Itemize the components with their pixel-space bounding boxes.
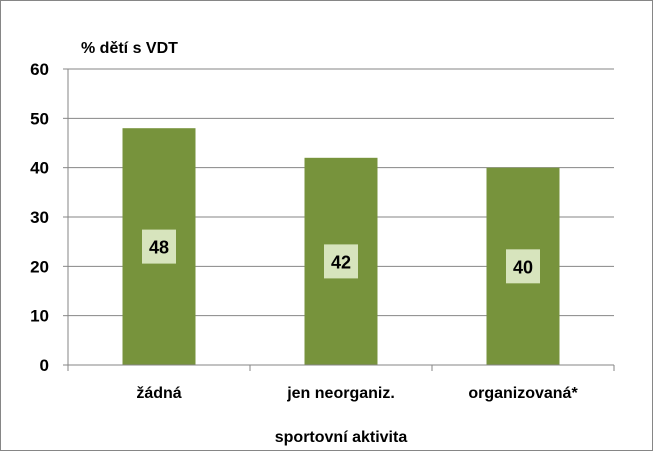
x-axis-label: sportovní aktivita <box>275 429 408 446</box>
y-tick-label: 50 <box>30 109 49 128</box>
axes <box>63 68 615 371</box>
bars: 48 42 40 <box>122 128 560 365</box>
y-tick-label: 40 <box>30 159 49 178</box>
y-tick-label: 60 <box>30 60 49 79</box>
x-tick-label: žádná <box>136 385 181 402</box>
x-tick-label: organizovaná* <box>468 385 578 402</box>
data-label: 40 <box>513 257 533 277</box>
data-label: 42 <box>331 252 351 272</box>
y-tick-label: 0 <box>40 356 49 375</box>
data-label-box <box>142 229 176 264</box>
x-tick-label: jen neorganiz. <box>286 385 395 402</box>
y-tick-label: 20 <box>30 257 49 276</box>
data-label-box <box>506 249 540 284</box>
y-axis-label: % dětí s VDT <box>81 40 178 57</box>
y-tick-label: 10 <box>30 307 49 326</box>
y-tick-labels: 0 10 20 30 40 50 60 <box>30 60 49 375</box>
x-tick-labels: žádná jen neorganiz. organizovaná* <box>136 385 578 402</box>
y-tick-label: 30 <box>30 208 49 227</box>
data-label-box <box>324 244 358 279</box>
data-label: 48 <box>149 238 169 258</box>
